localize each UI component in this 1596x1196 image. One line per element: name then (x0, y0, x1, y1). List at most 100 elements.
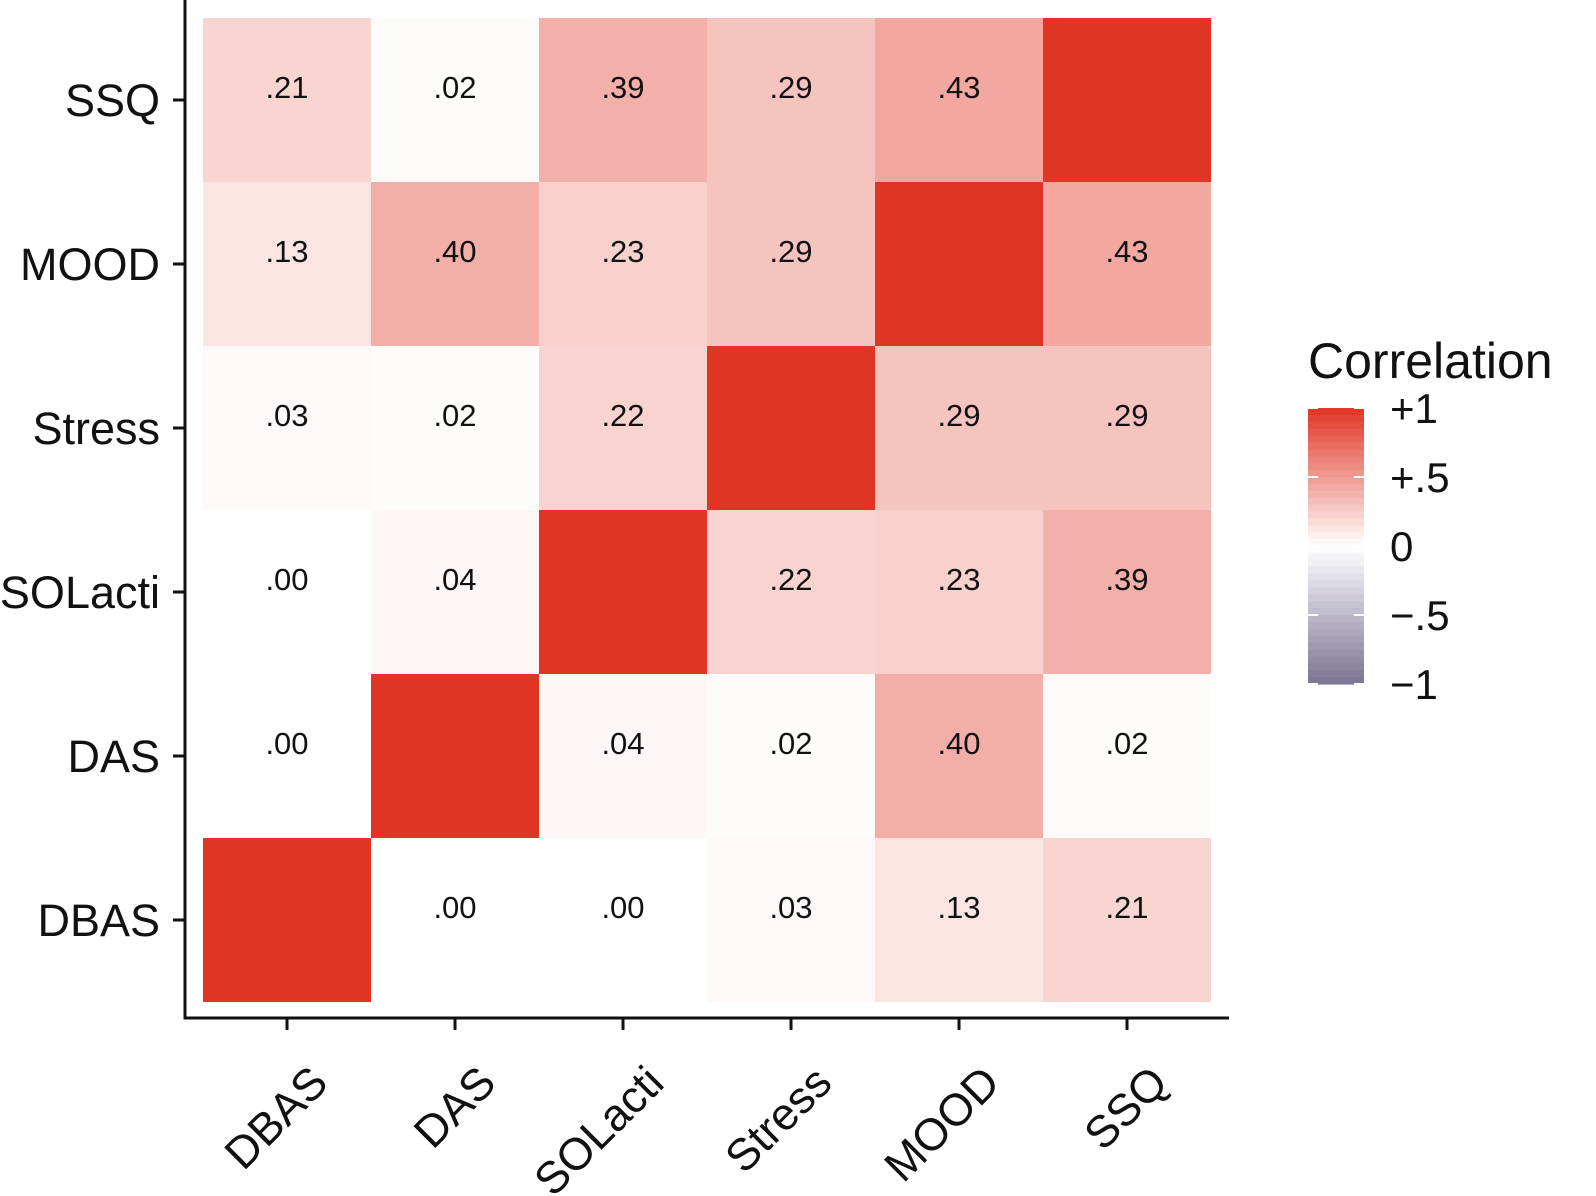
cell-value-label: .22 (601, 398, 644, 433)
legend-color-step (1308, 408, 1364, 416)
heatmap-cell (1043, 182, 1211, 346)
legend-color-step (1308, 621, 1364, 630)
legend-color-step (1308, 615, 1364, 623)
heatmap-cell (371, 182, 539, 346)
cell-value-label: .39 (601, 70, 644, 105)
heatmap-cell (875, 18, 1043, 182)
legend-color-step (1308, 649, 1364, 657)
cell-value-label: .04 (601, 726, 644, 761)
cell-value-label: .23 (601, 234, 644, 269)
heatmap-cell (371, 510, 539, 674)
heatmap-cell (707, 674, 875, 838)
heatmap-cell (707, 18, 875, 182)
heatmap-cell-labels: .00 .00 .03 .13 .21 .00 .04 .02 .40 .02 .00 .04 .22.… (265, 70, 1148, 925)
cell-value-label: .00 (433, 890, 476, 925)
legend-color-step (1308, 635, 1364, 644)
cell-value-label: .29 (937, 398, 980, 433)
x-axis-tick-labels: DBAS DAS SOLacti Stress MOOD SSQ (215, 1056, 1178, 1196)
y-tick-label: MOOD (20, 239, 160, 290)
legend-color-step (1308, 552, 1364, 561)
legend-color-step (1308, 559, 1364, 568)
x-tick-label: SSQ (1074, 1056, 1177, 1159)
legend-color-step (1308, 656, 1364, 664)
heatmap-cell (1043, 674, 1211, 838)
heatmap-cells (203, 18, 1211, 1002)
legend-color-step (1308, 421, 1364, 430)
heatmap-cell (1043, 510, 1211, 674)
legend-color-step (1308, 504, 1364, 513)
legend-color-step (1308, 428, 1364, 437)
x-tick-label: Stress (715, 1056, 841, 1182)
legend-title: Correlation (1308, 333, 1553, 389)
heatmap-cell (875, 346, 1043, 510)
legend-color-step (1308, 663, 1364, 671)
heatmap-cell (875, 182, 1043, 346)
heatmap-cell (875, 838, 1043, 1002)
cell-value-label: .02 (433, 70, 476, 105)
legend-color-step (1308, 456, 1364, 464)
heatmap-cell (539, 182, 707, 346)
cell-value-label: .43 (1105, 234, 1148, 269)
legend-color-bar (1308, 408, 1364, 685)
legend-color-step (1308, 608, 1364, 616)
legend-color-step (1308, 518, 1364, 526)
legend-tick-label: +.5 (1390, 454, 1450, 501)
cell-value-label: .23 (937, 562, 980, 597)
legend-color-step (1308, 677, 1364, 685)
legend-color-step (1308, 601, 1364, 609)
cell-value-label: .29 (1105, 398, 1148, 433)
cell-value-label: .03 (769, 890, 812, 925)
y-tick-label: SSQ (65, 75, 160, 126)
heatmap-cell (203, 674, 371, 838)
heatmap-cell (203, 510, 371, 674)
y-tick-label: DBAS (37, 895, 160, 946)
legend-color-step (1308, 628, 1364, 637)
heatmap-cell (539, 18, 707, 182)
legend-color-step (1308, 435, 1364, 444)
cell-value-label: .43 (937, 70, 980, 105)
heatmap-cell (1043, 18, 1211, 182)
heatmap-cell (707, 510, 875, 674)
heatmap-cell (203, 18, 371, 182)
x-tick-label: MOOD (874, 1056, 1009, 1191)
heatmap-cell (539, 346, 707, 510)
legend-tick-label: −1 (1390, 661, 1438, 708)
cell-value-label: .40 (937, 726, 980, 761)
legend-tick-label: −.5 (1390, 592, 1450, 639)
heatmap-cell (203, 182, 371, 346)
cell-value-label: .02 (433, 398, 476, 433)
legend-color-step (1308, 566, 1364, 575)
legend-tick-label: 0 (1390, 523, 1413, 570)
legend-color-step (1308, 442, 1364, 450)
legend-color-step (1308, 546, 1364, 554)
heatmap-cell (371, 838, 539, 1002)
heatmap-cell (875, 674, 1043, 838)
x-tick-label: DBAS (215, 1056, 338, 1179)
y-axis-tick-labels: DBAS DAS SOLacti Stress MOOD SSQ (0, 75, 160, 946)
cell-value-label: .21 (1105, 890, 1148, 925)
cell-value-label: .40 (433, 234, 476, 269)
legend-color-step (1308, 477, 1364, 485)
heatmap-cell (539, 838, 707, 1002)
legend-color-step (1308, 497, 1364, 506)
heatmap-cell (539, 674, 707, 838)
heatmap-cell (1043, 838, 1211, 1002)
heatmap-cell (707, 346, 875, 510)
legend-color-step (1308, 511, 1364, 519)
cell-value-label: .03 (265, 398, 308, 433)
heatmap-cell (371, 346, 539, 510)
cell-value-label: .29 (769, 234, 812, 269)
legend-color-step (1308, 470, 1364, 478)
legend-color-step (1308, 463, 1364, 471)
heatmap-cell (203, 838, 371, 1002)
cell-value-label: .04 (433, 562, 476, 597)
heatmap-cell (707, 838, 875, 1002)
legend-color-step (1308, 449, 1364, 457)
legend-color-step (1308, 483, 1364, 492)
cell-value-label: .02 (769, 726, 812, 761)
legend-color-step (1308, 573, 1364, 582)
cell-value-label: .02 (1105, 726, 1148, 761)
heatmap-cell (707, 182, 875, 346)
legend-color-step (1308, 594, 1364, 602)
